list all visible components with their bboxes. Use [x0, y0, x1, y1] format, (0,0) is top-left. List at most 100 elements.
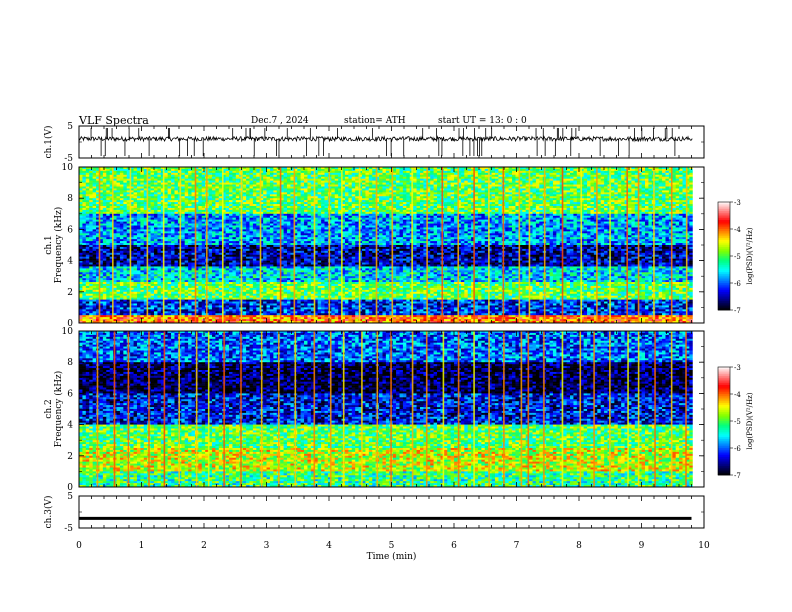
spectrogram-cell	[297, 168, 301, 172]
spectrogram-cell	[614, 186, 619, 189]
spectrogram-cell	[580, 192, 584, 195]
spectrogram-cell	[662, 209, 666, 213]
spectrogram-cell	[665, 168, 670, 172]
spectrogram-cell	[672, 196, 676, 199]
spectrogram-cell	[344, 172, 349, 176]
spectrogram-cell	[266, 188, 271, 191]
spectrogram-cell	[573, 172, 578, 176]
spectrogram-cell	[79, 209, 83, 213]
spectrogram-cell	[399, 170, 404, 174]
spectrogram-cell	[610, 200, 615, 203]
spectrogram-cell	[317, 194, 322, 197]
spectrogram-cell	[348, 207, 353, 211]
spectrogram-cell	[494, 207, 499, 211]
spectrogram-cell	[587, 215, 591, 218]
spectrogram-cell	[454, 192, 458, 195]
spectrogram-cell	[263, 182, 267, 185]
spectrogram-cell	[689, 213, 694, 217]
spectrogram-cell	[535, 170, 540, 174]
spectrogram-cell	[426, 202, 431, 205]
spectrogram-cell	[413, 178, 417, 181]
spectrogram-cell	[505, 213, 509, 217]
spectrogram-cell	[79, 188, 83, 191]
spectrogram-cell	[512, 170, 516, 174]
spectrogram-cell	[413, 213, 417, 217]
spectrogram-cell	[140, 217, 145, 220]
spectrogram-cell	[689, 215, 694, 218]
spectrogram-cell	[655, 176, 659, 179]
spectrogram-cell	[82, 196, 87, 199]
spectrogram-cell	[198, 167, 203, 170]
spectrogram-cell	[675, 204, 680, 207]
spectrogram-cell	[283, 188, 288, 191]
spectrogram-cell	[208, 174, 213, 178]
spectrogram-cell	[508, 209, 513, 213]
spectrogram-cell	[136, 172, 141, 176]
spectrogram-cell	[293, 180, 298, 183]
spectrogram-cell	[154, 172, 158, 176]
spectrogram-cell	[164, 204, 168, 207]
spectrogram-cell	[297, 184, 301, 187]
spectrogram-cell	[222, 202, 226, 205]
spectrogram-cell	[154, 211, 158, 215]
spectrogram-cell	[208, 186, 213, 189]
spectrogram-cell	[102, 196, 107, 199]
spectrogram-cell	[419, 200, 424, 203]
spectrogram-cell	[99, 192, 104, 195]
spectrogram-cell	[160, 206, 165, 209]
spectrogram-cell	[685, 186, 690, 189]
spectrogram-cell	[379, 184, 383, 187]
spectrogram-cell	[365, 207, 370, 211]
spectrogram-cell	[430, 196, 434, 199]
spectrogram-cell	[406, 211, 411, 215]
spectrogram-cell	[515, 211, 520, 215]
spectrogram-cell	[198, 184, 203, 187]
spectrogram-cell	[280, 194, 284, 197]
spectrogram-cell	[593, 190, 598, 193]
spectrogram-cell	[658, 180, 663, 183]
spectrogram-cell	[590, 167, 595, 170]
spectrogram-cell	[123, 217, 128, 220]
spectrogram-cell	[130, 186, 134, 189]
spectrogram-cell	[648, 194, 653, 197]
spectrogram-cell	[392, 207, 397, 211]
spectrogram-cell	[402, 200, 407, 203]
spectrogram-cell	[198, 217, 203, 220]
spectrogram-cell	[79, 180, 83, 183]
spectrogram-cell	[655, 186, 659, 189]
spectrogram-cell	[191, 188, 196, 191]
spectrogram-cell	[396, 207, 400, 211]
spectrogram-cell	[113, 198, 117, 201]
spectrogram-cell	[331, 172, 336, 176]
spectrogram-cell	[106, 217, 110, 220]
spectrogram-cell	[406, 215, 411, 218]
spectrogram-cell	[484, 204, 489, 207]
spectrogram-cell	[549, 174, 554, 178]
spectrogram-cell	[675, 180, 680, 183]
spectrogram-cell	[685, 215, 690, 218]
spectrogram-cell	[559, 204, 564, 207]
spectrogram-cell	[522, 196, 526, 199]
spectrogram-cell	[201, 192, 206, 195]
spectrogram-cell	[102, 207, 107, 211]
spectrogram-cell	[365, 192, 370, 195]
spectrogram-cell	[641, 215, 646, 218]
spectrogram-cell	[430, 170, 434, 174]
spectrogram-cell	[314, 200, 318, 203]
spectrogram-cell	[576, 204, 581, 207]
spectrogram-cell	[174, 198, 179, 201]
spectrogram-cell	[443, 217, 448, 220]
spectrogram-cell	[682, 206, 687, 209]
spectrogram-cell	[379, 200, 383, 203]
spectrogram-cell	[457, 190, 462, 193]
spectrogram-cell	[655, 172, 659, 176]
spectrogram-cell	[280, 206, 284, 209]
spectrogram-cell	[310, 192, 315, 195]
spectrogram-cell	[317, 211, 322, 215]
spectrogram-cell	[242, 182, 247, 185]
spectrogram-cell	[198, 188, 203, 191]
spectrogram-cell	[392, 168, 397, 172]
spectrogram-cell	[280, 172, 284, 176]
spectrogram-cell	[668, 188, 673, 191]
spectrogram-cell	[184, 180, 189, 183]
